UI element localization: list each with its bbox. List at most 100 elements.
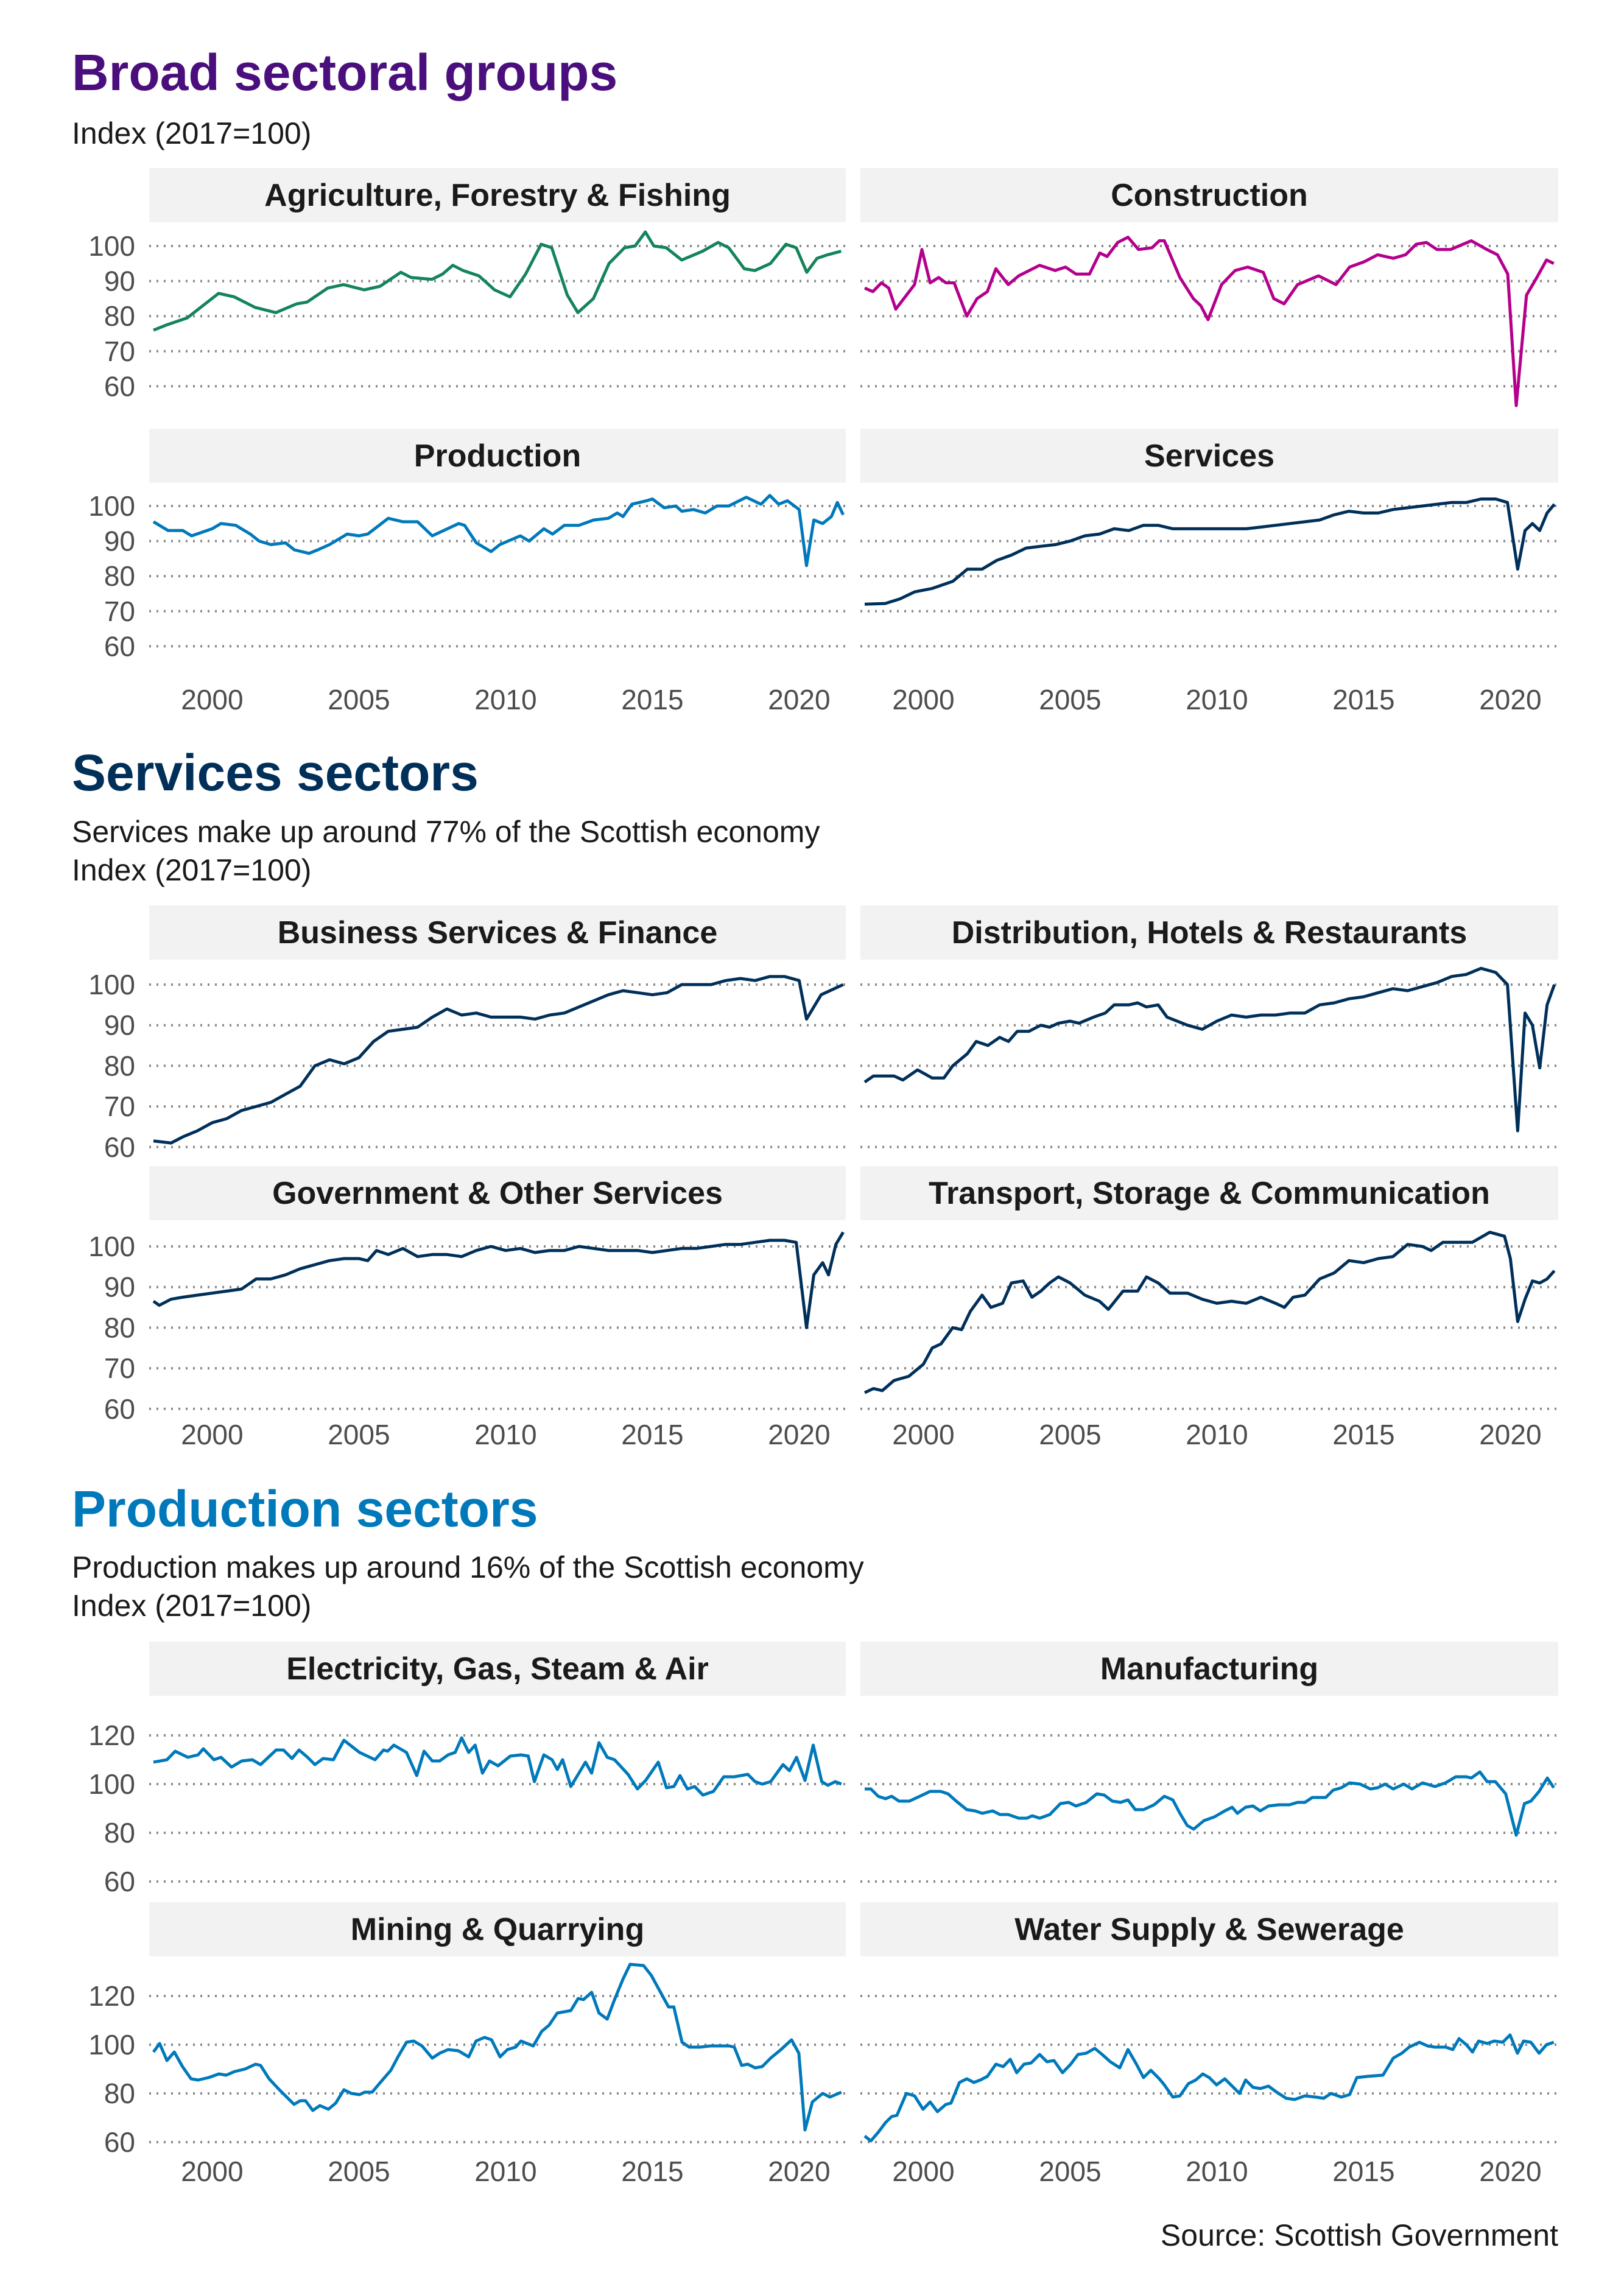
y-tick-label: 80	[104, 1312, 135, 1343]
panel-title: Construction	[1111, 178, 1308, 213]
panel-manufacturing: Manufacturing	[860, 1642, 1558, 1883]
y-tick-label: 80	[104, 1817, 135, 1849]
panel-strip	[149, 905, 846, 960]
x-tick-label: 2020	[1479, 684, 1541, 715]
panel-title: Production	[414, 438, 581, 474]
x-tick-label: 2015	[621, 1419, 683, 1450]
series-line	[863, 966, 1556, 1133]
x-tick-label: 2000	[181, 2156, 243, 2187]
section-subtitle: Services make up around 77% of the Scott…	[72, 815, 820, 849]
panel-strip	[860, 1902, 1558, 1956]
panel-mining-quarrying: Mining & Quarrying 60 80 100 120 2000 2005 2010…	[88, 1902, 846, 2187]
section-title: Production sectors	[72, 1480, 538, 1537]
x-tick-label: 2000	[892, 684, 954, 715]
y-tick-label: 60	[104, 2126, 135, 2158]
x-tick-label: 2005	[328, 684, 390, 715]
panel-strip	[149, 429, 846, 483]
y-tick-label: 120	[88, 1980, 135, 2012]
section-subtitle: Production makes up around 16% of the Sc…	[72, 1550, 864, 1584]
y-tick-label: 60	[104, 1866, 135, 1897]
section-1: Broad sectoral groups Index (2017=100) Agr…	[72, 44, 1558, 715]
x-tick-label: 2015	[1332, 684, 1394, 715]
section-title: Services sectors	[72, 744, 479, 801]
y-tick-label: 70	[104, 336, 135, 367]
panel-strip	[860, 905, 1558, 960]
panel-title: Water Supply & Sewerage	[1014, 1912, 1404, 1947]
x-tick-label: 2005	[1039, 1419, 1101, 1450]
x-tick-label: 2000	[892, 2156, 954, 2187]
panel-business-services-finance: Business Services & Finance 60 70 80 90 100	[88, 905, 846, 1163]
y-tick-label: 80	[104, 560, 135, 592]
y-tick-label: 100	[88, 490, 135, 522]
panel-transport-storage-communication: Transport, Storage & Communication 2000 20…	[860, 1166, 1558, 1450]
x-tick-label: 2005	[1039, 684, 1101, 715]
y-tick-label: 80	[104, 300, 135, 332]
series-line	[865, 1770, 1555, 1837]
y-tick-label: 100	[88, 230, 135, 262]
panel-title: Business Services & Finance	[278, 915, 718, 950]
x-tick-label: 2005	[328, 1419, 390, 1450]
section-subtitle: Index (2017=100)	[72, 853, 311, 887]
y-tick-label: 80	[104, 2078, 135, 2109]
x-tick-label: 2000	[181, 1419, 243, 1450]
source-note: Source: Scottish Government	[1161, 2218, 1558, 2252]
x-tick-label: 2010	[1186, 684, 1248, 715]
x-tick-label: 2005	[1039, 2156, 1101, 2187]
panel-title: Manufacturing	[1100, 1651, 1318, 1687]
panel-title: Mining & Quarrying	[351, 1912, 644, 1947]
y-tick-label: 60	[104, 630, 135, 662]
panel-electricity-gas-steam-air: Electricity, Gas, Steam & Air 60 80 100 120	[88, 1642, 846, 1897]
section-2: Services sectors Services make up around …	[72, 744, 1558, 1450]
panel-strip	[860, 1166, 1558, 1220]
y-tick-label: 90	[104, 265, 135, 297]
panel-strip	[860, 429, 1558, 483]
series-line	[863, 2033, 1555, 2143]
panel-water-supply-sewerage: Water Supply & Sewerage 2000 2005 2010 2015 2…	[860, 1902, 1558, 2187]
section-3: Production sectors Production makes up ar…	[72, 1480, 1558, 2187]
x-tick-label: 2020	[768, 2156, 830, 2187]
y-tick-label: 60	[104, 1131, 135, 1163]
series-line	[152, 1962, 842, 2132]
y-tick-label: 90	[104, 525, 135, 557]
series-line	[153, 230, 842, 332]
y-tick-label: 120	[88, 1720, 135, 1751]
section-subtitle: Index (2017=100)	[72, 1589, 311, 1623]
x-tick-label: 2020	[768, 684, 830, 715]
panel-distribution-hotels-restaurants: Distribution, Hotels & Restaurants	[860, 905, 1558, 1148]
panel-title: Distribution, Hotels & Restaurants	[952, 915, 1468, 950]
panel-strip	[149, 1642, 846, 1696]
y-tick-label: 100	[88, 1768, 135, 1800]
panel-government-other-services: Government & Other Services 60 70 80 90 100 20…	[88, 1166, 846, 1450]
x-tick-label: 2020	[1479, 1419, 1541, 1450]
panel-title: Agriculture, Forestry & Fishing	[264, 178, 731, 213]
x-tick-label: 2000	[181, 684, 243, 715]
x-tick-label: 2020	[1479, 2156, 1541, 2187]
x-tick-label: 2005	[328, 2156, 390, 2187]
x-tick-label: 2015	[1332, 2156, 1394, 2187]
y-tick-label: 60	[104, 370, 135, 402]
panel-strip	[860, 1642, 1558, 1696]
x-tick-label: 2015	[621, 2156, 683, 2187]
section-subtitle: Index (2017=100)	[72, 116, 311, 150]
series-line	[152, 494, 845, 567]
panel-strip	[860, 168, 1558, 222]
series-line	[152, 1231, 845, 1329]
y-tick-label: 100	[88, 2029, 135, 2061]
panel-title: Government & Other Services	[272, 1176, 723, 1211]
x-tick-label: 2010	[474, 684, 536, 715]
panel-construction: Construction	[860, 168, 1558, 407]
y-tick-label: 90	[104, 1271, 135, 1303]
panel-strip	[149, 1166, 846, 1220]
y-tick-label: 80	[104, 1050, 135, 1081]
x-tick-label: 2010	[1186, 2156, 1248, 2187]
y-tick-label: 100	[88, 1231, 135, 1262]
series-line	[864, 497, 1556, 606]
series-line	[863, 1231, 1556, 1394]
x-tick-label: 2010	[1186, 1419, 1248, 1450]
section-title: Broad sectoral groups	[72, 44, 617, 101]
x-tick-label: 2000	[892, 1419, 954, 1450]
y-tick-label: 90	[104, 1010, 135, 1041]
